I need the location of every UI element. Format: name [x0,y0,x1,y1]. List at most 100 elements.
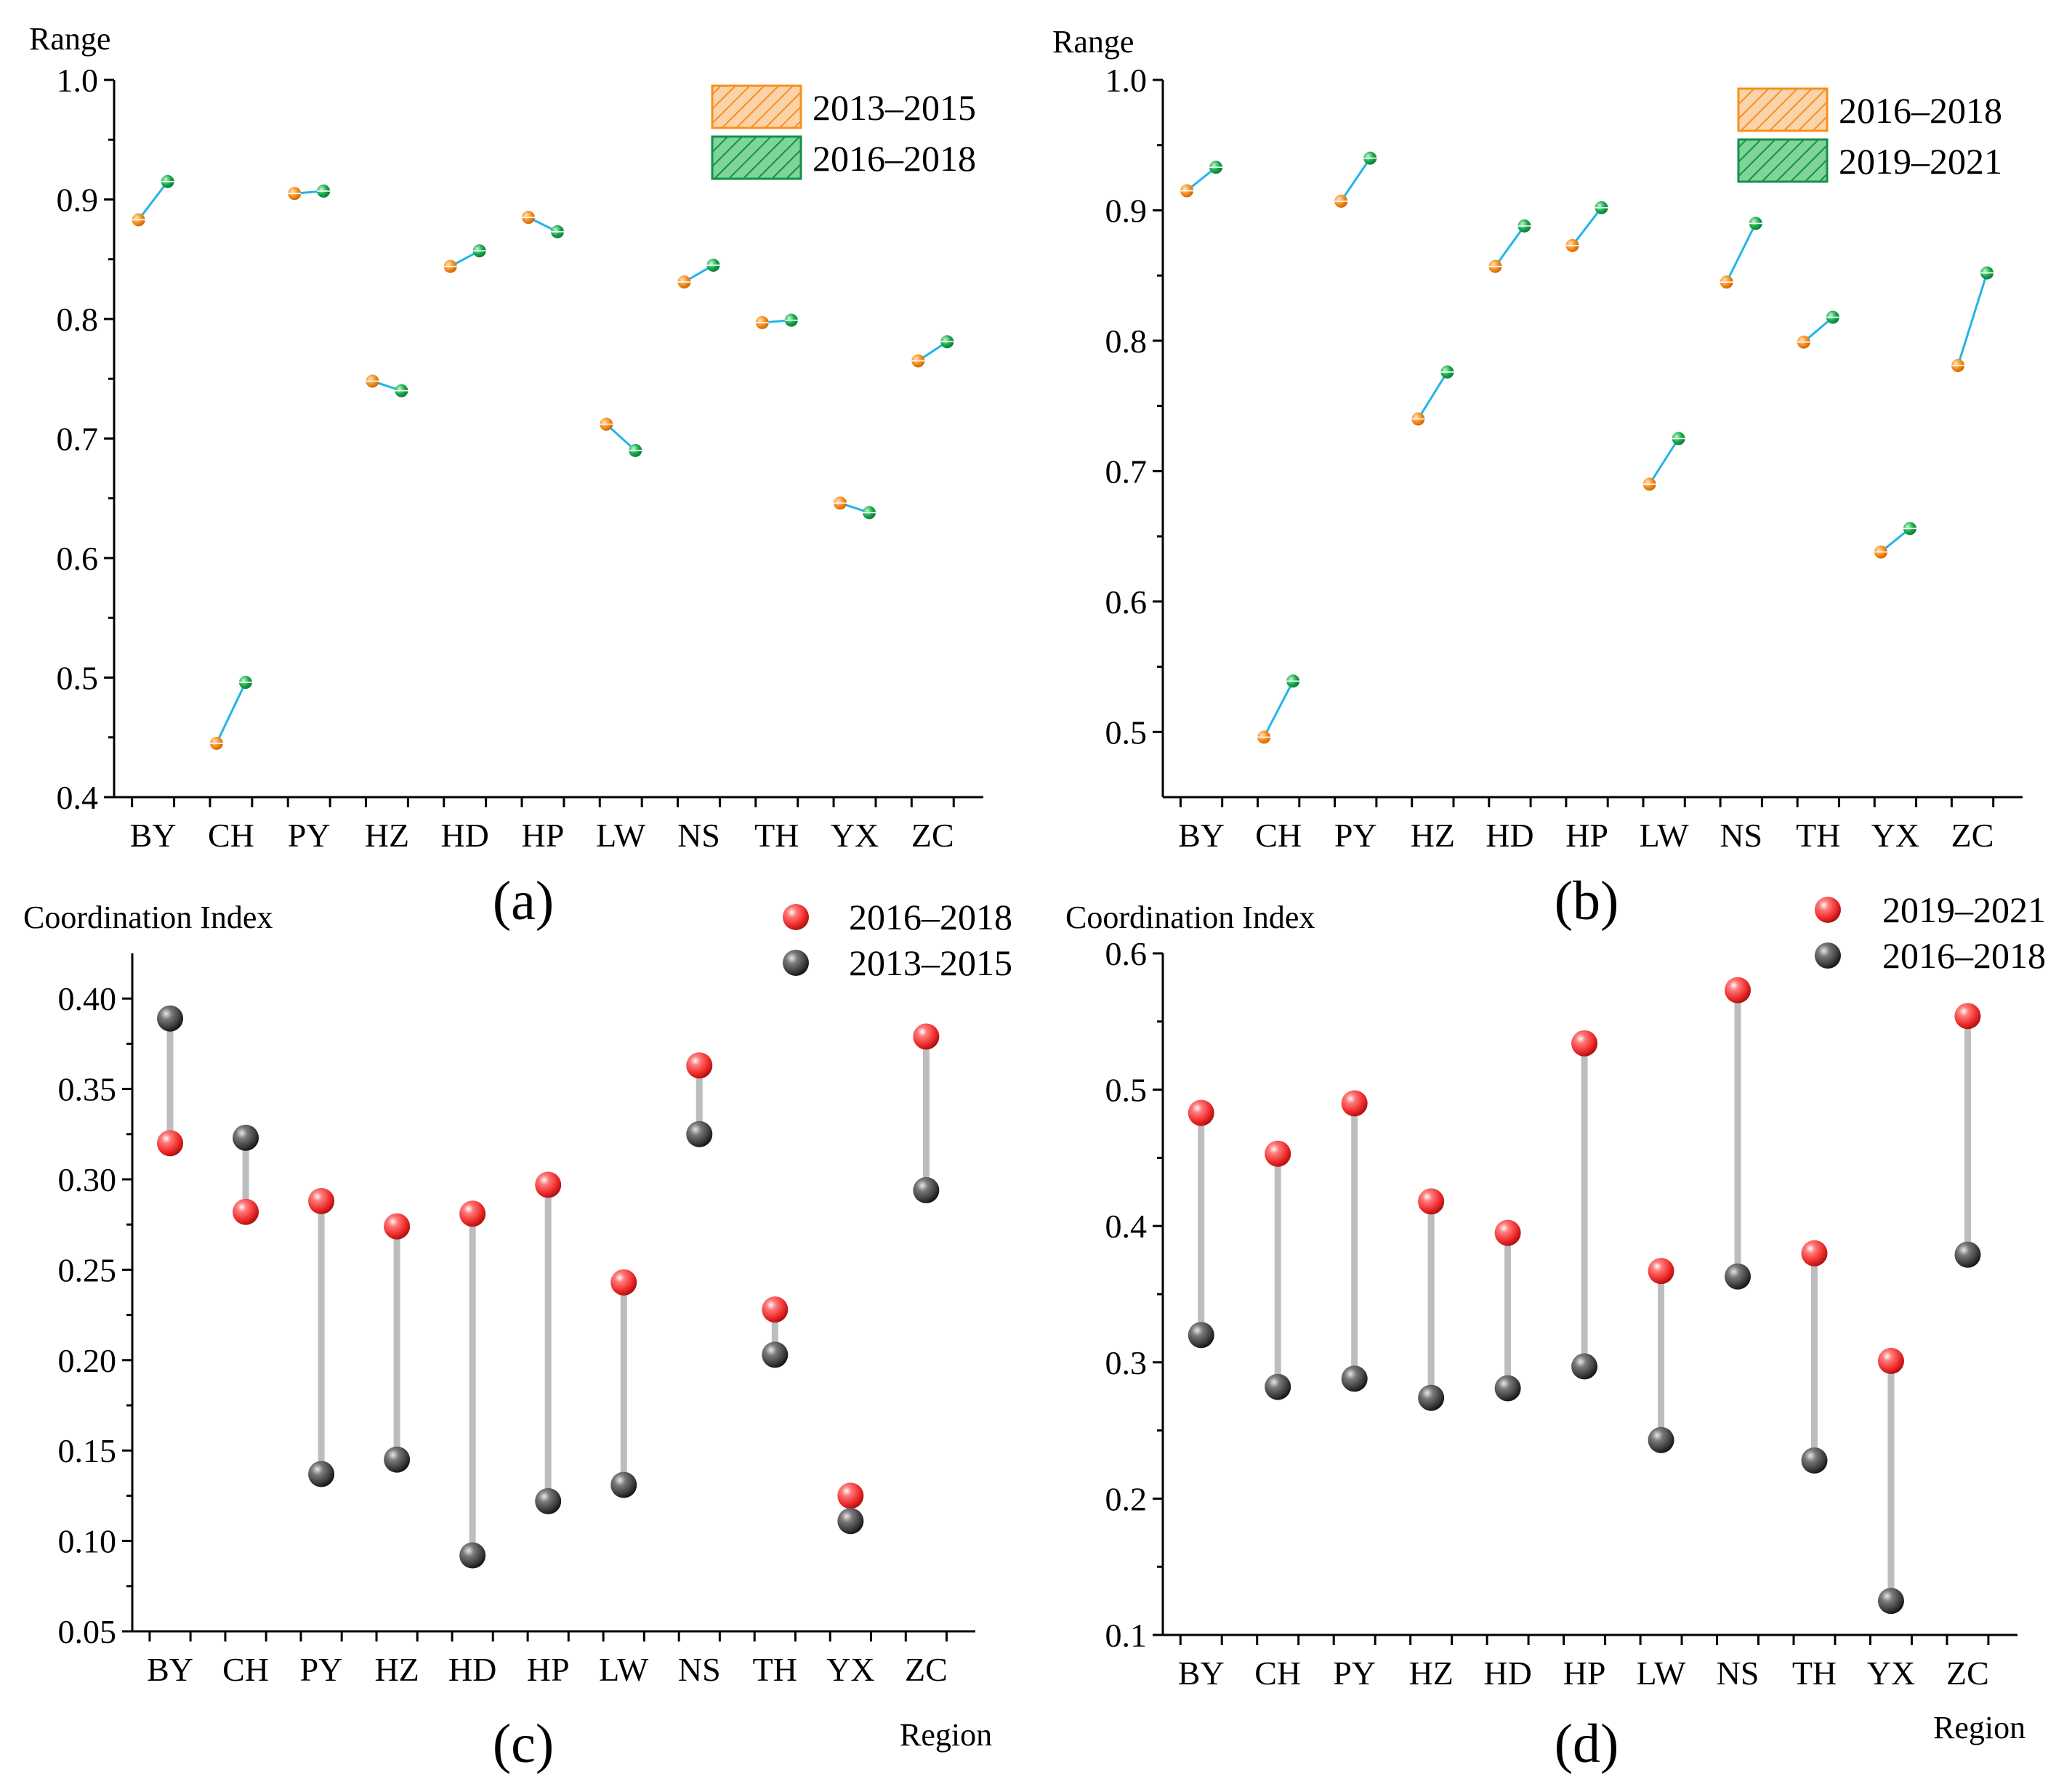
marker-series-1-hp [535,1171,562,1198]
connector-by [137,180,169,221]
x-tick-label: PY [1333,1655,1376,1692]
y-tick-label: 0.9 [57,182,99,219]
y-tick-label: 0.15 [58,1432,117,1469]
x-tick-label: CH [1254,1655,1301,1692]
legend: 2016–2018 2019–2021 [1737,87,2002,183]
legend-marker-series-2 [783,950,809,976]
x-tick-label: LW [596,817,646,854]
x-tick-label: CH [1255,817,1302,854]
y-tick-label: 0.9 [1105,192,1148,229]
marker-series-2-ns [686,1120,713,1147]
marker-series-2-hp [535,1487,562,1514]
marker-series-2-hz [1418,1384,1445,1411]
x-tick-label: HZ [365,817,409,854]
panel-label: (a) [493,871,554,932]
marker-series-1-th [762,1296,789,1323]
legend-label-series-2: 2019–2021 [1839,141,2002,182]
x-tick-label: TH [754,817,799,854]
panel-label: (b) [1555,871,1619,932]
y-axis-title: Coordination Index [23,900,273,935]
x-tick-label: NS [1717,1655,1759,1692]
y-tick-label: 0.3 [1105,1344,1148,1381]
connector-hp [1571,206,1603,246]
x-tick-label: ZC [911,817,954,854]
y-tick-label: 0.10 [58,1523,117,1560]
marker-series-1-hp [1571,1030,1598,1057]
marker-series-2-zc [913,1176,940,1203]
x-axis-title: Region [900,1717,992,1753]
panel-a: Range (a) 2013–2015 2016–2018 0.4 0.5 0.6 0… [29,21,983,932]
marker-series-1-th [1801,1240,1828,1267]
x-tick-label: LW [599,1651,649,1688]
x-tick-label: HD [440,817,488,854]
x-tick-label: PY [1334,817,1377,854]
y-tick-label: 0.05 [58,1613,117,1650]
y-tick-label: 0.5 [1105,714,1148,751]
x-tick-label: HD [1486,817,1533,854]
marker-series-1-py [1341,1090,1368,1117]
x-tick-label: PY [288,817,331,854]
x-tick-label: ZC [905,1651,948,1688]
legend-swatch-series-1 [1737,87,1829,132]
x-tick-label: HP [527,1651,570,1688]
marker-series-2-py [308,1461,335,1487]
legend-swatch-series-2 [711,135,802,180]
y-tick-label: 0.6 [1105,935,1148,972]
marker-series-2-yx [1877,1588,1904,1615]
marker-series-2-lw [610,1471,637,1498]
y-axis-title: Range [29,21,110,57]
marker-series-2-th [762,1341,789,1368]
connector-zc [1956,272,1988,366]
x-tick-label: YX [831,817,879,854]
y-tick-label: 0.8 [57,301,99,338]
connector-hz [1417,371,1448,420]
panel-label: (d) [1555,1713,1619,1774]
x-tick-label: TH [753,1651,797,1688]
y-tick-label: 0.25 [58,1251,117,1288]
x-tick-label: CH [222,1651,269,1688]
legend: 2016–2018 2013–2015 [783,897,1012,983]
legend-label-series-2: 2016–2018 [813,138,976,179]
marker-series-1-hd [459,1200,486,1227]
x-tick-label: NS [1720,817,1762,854]
y-tick-label: 0.4 [57,779,99,816]
x-tick-label: BY [147,1651,193,1688]
legend-label-series-2: 2013–2015 [849,942,1012,983]
x-tick-label: NS [677,817,720,854]
marker-series-1-ns [1725,977,1751,1003]
panel-label: (c) [493,1713,554,1774]
marker-series-1-yx [1877,1347,1904,1374]
marker-series-1-ns [686,1052,713,1079]
x-tick-label: HZ [1408,1655,1453,1692]
x-tick-label: NS [678,1651,721,1688]
connector-ns [1725,222,1757,283]
marker-series-2-by [157,1005,184,1032]
legend-marker-series-1 [783,904,809,930]
x-tick-label: ZC [1951,817,1994,854]
panel-c: Coordination Index Region (c) 2016–2018 … [23,897,1012,1774]
marker-series-2-hz [384,1446,411,1473]
x-tick-label: HP [1563,1655,1606,1692]
marker-series-2-yx [837,1508,864,1535]
marker-series-1-hd [1494,1219,1521,1246]
x-tick-label: ZC [1946,1655,1989,1692]
x-axis-title: Region [1933,1710,2025,1745]
connector-lw [1648,437,1680,485]
x-tick-label: YX [1871,817,1919,854]
marker-series-1-py [308,1187,335,1214]
legend-swatch-series-1 [711,84,802,129]
panel-d: Coordination Index Region (d) 2019–2021 … [1065,889,2046,1774]
connector-hd [1494,225,1525,267]
marker-series-2-ch [233,1124,259,1151]
x-tick-label: CH [208,817,254,854]
x-tick-label: HP [522,817,565,854]
x-tick-label: HD [448,1651,496,1688]
marker-series-2-lw [1648,1426,1674,1453]
x-tick-label: TH [1792,1655,1837,1692]
y-tick-label: 0.6 [1105,583,1148,621]
legend-label-series-1: 2019–2021 [1882,889,2046,930]
marker-series-2-ch [1265,1373,1291,1400]
x-tick-label: YX [1867,1655,1915,1692]
y-tick-label: 0.2 [1105,1480,1148,1517]
marker-series-1-zc [913,1023,940,1050]
